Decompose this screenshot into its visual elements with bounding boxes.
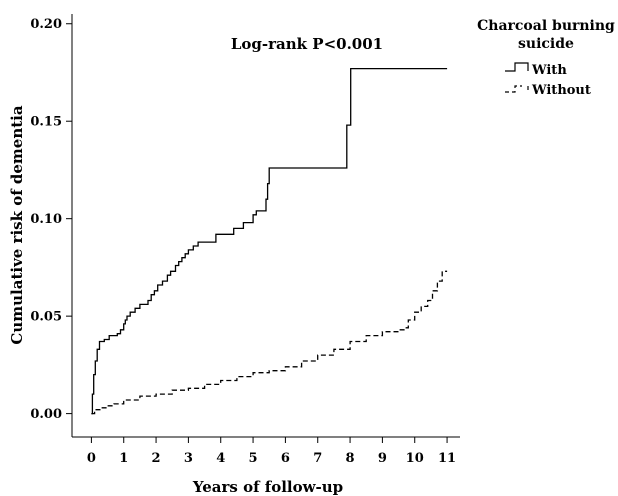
series-group bbox=[91, 67, 448, 415]
legend-label-without: Without bbox=[531, 83, 591, 98]
y-tick-label: 0.10 bbox=[30, 212, 62, 227]
y-tick-label: 0.00 bbox=[30, 407, 62, 422]
x-tick-label: 10 bbox=[406, 451, 424, 466]
legend-title-line-1: Charcoal burning bbox=[477, 18, 615, 34]
x-tick-label: 11 bbox=[438, 451, 456, 466]
x-tick-label: 3 bbox=[184, 451, 193, 466]
x-tick-label: 0 bbox=[87, 451, 96, 466]
y-tick-label: 0.20 bbox=[30, 17, 62, 32]
legend-swatch-with bbox=[505, 62, 529, 72]
series-line-with bbox=[91, 67, 448, 415]
logrank-annotation: Log-rank P<0.001 bbox=[231, 35, 383, 53]
x-tick-label: 1 bbox=[119, 451, 128, 466]
x-axis-title: Years of follow-up bbox=[192, 478, 343, 496]
axes bbox=[71, 14, 460, 438]
series-line-without bbox=[91, 270, 448, 415]
x-ticks: 0 1 2 3 4 5 6 7 8 9 10 11 bbox=[87, 437, 456, 466]
x-tick-label: 8 bbox=[346, 451, 355, 466]
x-tick-label: 9 bbox=[378, 451, 387, 466]
legend: Charcoal burning suicide With Without bbox=[477, 18, 615, 98]
x-tick-label: 5 bbox=[249, 451, 258, 466]
y-tick-label: 0.15 bbox=[30, 115, 62, 130]
y-ticks: 0.00 0.05 0.10 0.15 0.20 bbox=[30, 17, 72, 422]
legend-swatch-without bbox=[505, 85, 529, 93]
x-tick-label: 6 bbox=[281, 451, 290, 466]
legend-title-line-2: suicide bbox=[518, 36, 574, 52]
x-tick-label: 2 bbox=[152, 451, 161, 466]
y-tick-label: 0.05 bbox=[30, 310, 62, 325]
legend-label-with: With bbox=[531, 63, 567, 78]
x-tick-label: 4 bbox=[216, 451, 225, 466]
y-axis-title: Cumulative risk of dementia bbox=[8, 105, 26, 344]
x-tick-label: 7 bbox=[313, 451, 322, 466]
